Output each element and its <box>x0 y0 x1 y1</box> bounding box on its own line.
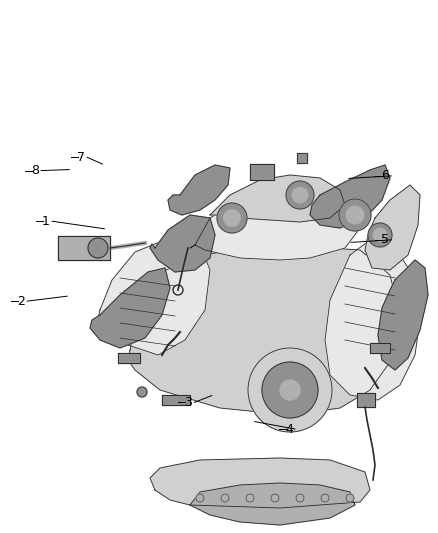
Circle shape <box>217 203 247 233</box>
Polygon shape <box>162 395 190 405</box>
Circle shape <box>292 187 308 203</box>
Polygon shape <box>357 393 375 407</box>
Circle shape <box>321 494 329 502</box>
Polygon shape <box>250 164 274 180</box>
Text: 1: 1 <box>42 215 50 228</box>
Circle shape <box>346 206 364 224</box>
Circle shape <box>368 223 392 247</box>
Circle shape <box>262 362 318 418</box>
Circle shape <box>346 494 354 502</box>
Circle shape <box>271 494 279 502</box>
Polygon shape <box>150 215 215 272</box>
Polygon shape <box>370 343 390 353</box>
Circle shape <box>286 181 314 209</box>
Circle shape <box>374 229 387 241</box>
Circle shape <box>248 348 332 432</box>
Text: 2: 2 <box>17 295 25 308</box>
Polygon shape <box>325 240 420 400</box>
Polygon shape <box>190 483 355 525</box>
Circle shape <box>246 494 254 502</box>
Text: 7: 7 <box>77 151 85 164</box>
Circle shape <box>196 494 204 502</box>
Polygon shape <box>90 268 170 348</box>
Polygon shape <box>98 240 210 355</box>
Circle shape <box>88 238 108 258</box>
Text: 6: 6 <box>381 169 389 182</box>
Polygon shape <box>58 236 110 260</box>
Polygon shape <box>210 175 345 222</box>
Polygon shape <box>378 260 428 370</box>
Text: 8: 8 <box>31 164 39 177</box>
Polygon shape <box>168 165 230 215</box>
Circle shape <box>280 380 300 400</box>
Circle shape <box>296 494 304 502</box>
Polygon shape <box>128 245 400 415</box>
Circle shape <box>221 494 229 502</box>
Text: 4: 4 <box>285 423 293 435</box>
Polygon shape <box>297 153 307 163</box>
Polygon shape <box>310 165 390 228</box>
Circle shape <box>137 387 147 397</box>
Text: 3: 3 <box>184 396 192 409</box>
Circle shape <box>339 199 371 231</box>
Polygon shape <box>150 458 370 508</box>
Polygon shape <box>365 185 420 270</box>
Polygon shape <box>118 353 140 363</box>
Circle shape <box>224 210 240 226</box>
Text: 5: 5 <box>381 233 389 246</box>
Polygon shape <box>190 195 360 260</box>
